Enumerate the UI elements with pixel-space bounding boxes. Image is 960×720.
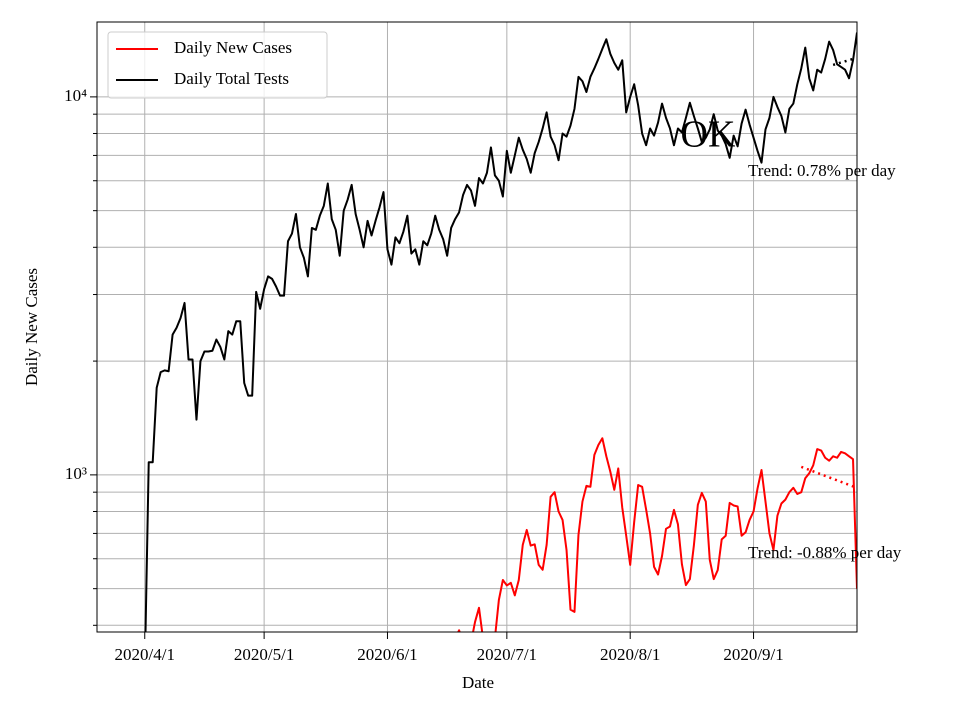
y-tick-label: 10⁴ <box>64 86 87 105</box>
x-axis-label: Date <box>462 673 494 692</box>
legend-box <box>107 31 328 99</box>
y-tick-label: 10³ <box>65 464 87 483</box>
legend: Daily New Cases Daily Total Tests <box>107 31 328 99</box>
axes-frame <box>96 21 858 633</box>
x-tick-label: 2020/6/1 <box>357 645 417 664</box>
legend-label: Daily New Cases <box>174 38 292 57</box>
legend-label: Daily Total Tests <box>174 69 289 88</box>
watermark: OK <box>681 114 736 156</box>
x-tick-label: 2020/7/1 <box>477 645 537 664</box>
series-line <box>144 32 857 632</box>
trend-label: Trend: -0.88% per day <box>748 543 902 562</box>
y-axis-label: Daily New Cases <box>22 268 41 386</box>
ticks: 10³ 10⁴ 2020/4/1 2020/5/1 2020/6/1 2020/7/1 20… <box>64 86 784 664</box>
x-tick-label: 2020/8/1 <box>600 645 660 664</box>
x-tick-label: 2020/5/1 <box>234 645 294 664</box>
grid <box>97 22 857 632</box>
series-line <box>457 437 857 632</box>
plot-area <box>144 32 857 632</box>
x-tick-label: 2020/4/1 <box>115 645 175 664</box>
trend-label: Trend: 0.78% per day <box>748 161 896 180</box>
x-tick-label: 2020/9/1 <box>723 645 783 664</box>
trend-line <box>800 465 857 490</box>
